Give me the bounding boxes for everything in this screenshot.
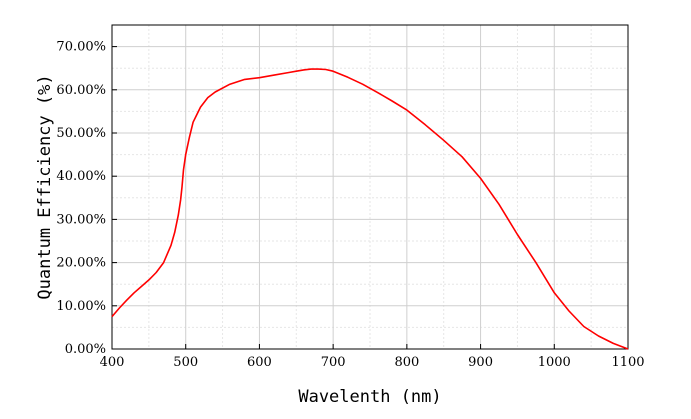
y-tick-label: 20.00% bbox=[56, 256, 106, 271]
x-tick-label: 1000 bbox=[538, 355, 571, 370]
y-tick-labels: 0.00% 10.00% 20.00% 30.00% 40.00% 50.00% 60.00… bbox=[56, 40, 106, 357]
major-gridlines bbox=[112, 25, 628, 349]
series-line-quantum-efficiency bbox=[111, 68, 629, 350]
y-tick-label: 50.00% bbox=[56, 126, 106, 141]
x-tick-label: 600 bbox=[247, 355, 272, 370]
x-tick-label: 700 bbox=[321, 355, 346, 370]
x-tick-label: 900 bbox=[468, 355, 493, 370]
y-tick-label: 30.00% bbox=[56, 212, 106, 227]
axis-ticks bbox=[111, 46, 629, 350]
x-tick-label: 800 bbox=[394, 355, 419, 370]
plot-frame bbox=[111, 24, 629, 350]
x-axis-title: Wavelenth (nm) bbox=[298, 387, 441, 407]
minor-gridlines bbox=[112, 24, 628, 349]
y-axis-title: Quantum Efficiency (%) bbox=[35, 74, 55, 299]
x-tick-label: 1100 bbox=[611, 355, 644, 370]
y-tick-label: 0.00% bbox=[65, 342, 106, 357]
x-tick-label: 500 bbox=[173, 355, 198, 370]
x-tick-label: 400 bbox=[100, 355, 125, 370]
y-tick-label: 40.00% bbox=[56, 169, 106, 184]
y-tick-label: 60.00% bbox=[56, 83, 106, 98]
y-tick-label: 70.00% bbox=[56, 40, 106, 55]
x-tick-labels: 400 500 600 700 800 900 1000 1100 bbox=[100, 355, 645, 370]
y-tick-label: 10.00% bbox=[56, 299, 106, 314]
